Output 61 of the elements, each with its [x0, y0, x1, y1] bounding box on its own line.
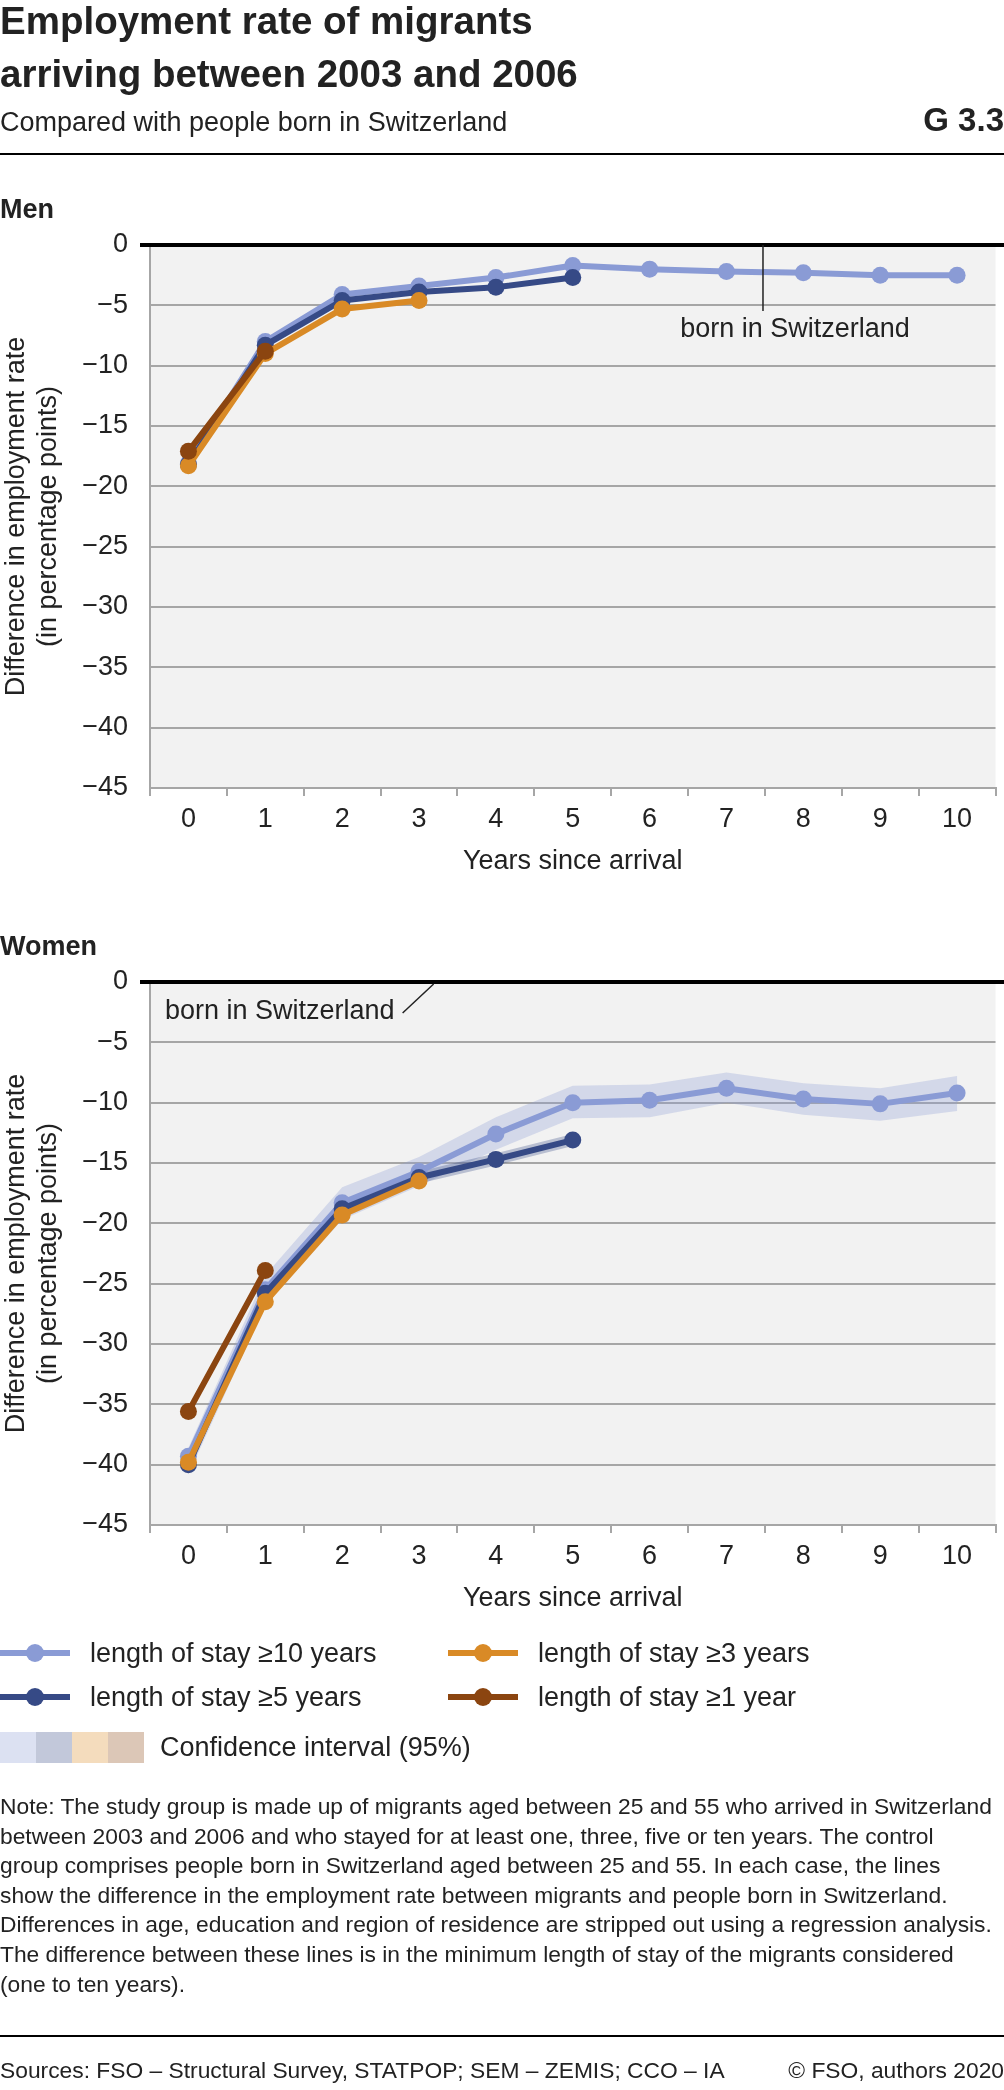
legend-label: length of stay ≥10 years	[90, 1638, 377, 1668]
x-tick-label: 10	[942, 1539, 973, 1570]
x-tick-label: 10	[942, 802, 973, 833]
x-tick-label: 4	[488, 802, 504, 833]
x-axis-title: Years since arrival	[462, 845, 683, 876]
text: Confidence interval (95%)	[160, 1732, 471, 1762]
text: Compared with people born in Switzerland	[0, 107, 508, 137]
ref-line-label: born in Switzerland	[680, 313, 910, 343]
y-tick-label: −30	[82, 1327, 128, 1358]
y-tick-label: −45	[82, 1508, 128, 1539]
x-tick-label: 5	[565, 1539, 581, 1570]
x-tick-label: 9	[872, 802, 888, 833]
x-tick-label: 6	[642, 802, 658, 833]
x-tick-label: 0	[180, 802, 196, 833]
y-tick-label: −15	[82, 1146, 128, 1177]
y-tick-label: −20	[82, 1206, 128, 1237]
x-tick-label: 6	[642, 1539, 658, 1570]
source-note: Sources: FSO – Structural Survey, STATPOP; SEM – ZEMIS; CCO – IA	[0, 2057, 725, 2084]
y-tick-label: −40	[82, 1448, 128, 1479]
x-tick-label: 0	[180, 1539, 196, 1570]
y-tick-label: −30	[82, 590, 128, 621]
x-tick-label: 3	[411, 1539, 427, 1570]
x-axis-title: Years since arrival	[462, 1582, 683, 1613]
y-tick-label: −10	[82, 1086, 128, 1117]
text: Employment rate of migrants arriving between 2003 and 2006	[0, 0, 578, 95]
y-tick-label: 0	[112, 965, 128, 996]
x-tick-label: 4	[488, 1539, 504, 1570]
x-tick-label: 5	[565, 802, 581, 833]
x-tick-label: 3	[411, 802, 427, 833]
chart-title: Men	[0, 194, 54, 224]
y-tick-label: −10	[82, 349, 128, 380]
legend-label: length of stay ≥5 years	[90, 1682, 362, 1712]
x-tick-label: 9	[872, 1539, 888, 1570]
y-tick-label: 0	[112, 228, 128, 259]
y-tick-label: −25	[82, 1267, 128, 1298]
y-tick-label: −35	[82, 1387, 128, 1418]
ref-line-label: born in Switzerland	[165, 995, 395, 1026]
text: © FSO, authors 2020	[788, 2057, 1004, 2084]
legend-label: length of stay ≥1 year	[538, 1682, 796, 1712]
x-tick-label: 8	[795, 1539, 811, 1570]
y-tick-label: −5	[97, 1025, 128, 1056]
x-tick-label: 2	[334, 1539, 350, 1570]
y-axis-title: Difference in employment rate (in percentage points)	[0, 1073, 63, 1434]
y-tick-label: −20	[82, 469, 128, 500]
y-tick-label: −35	[82, 650, 128, 681]
x-tick-label: 1	[257, 802, 273, 833]
y-tick-label: −40	[82, 711, 128, 742]
x-tick-label: 2	[334, 802, 350, 833]
x-tick-label: 8	[795, 802, 811, 833]
chart-title: Women	[0, 931, 98, 961]
text: Note: The study group is made up of migrants aged between 25 and 55 who arrived in Switzerland between 2003 and 2006 and who stayed for at least one, three, five or ten years. The control group comprises people born in Switzerland aged between 25 and 55. In each case, the lines show the difference in the employment rate between migrants and people born in Switzerland. Differences in age, education and region of residence are stripped out using a regression analysis. The difference between these lines is in the minimum length of stay of the migrants considered (one to ten years).	[0, 1793, 992, 1997]
y-tick-label: −15	[82, 409, 128, 440]
y-axis-title: Difference in employment rate (in percentage points)	[0, 336, 63, 697]
text: G 3.3	[923, 101, 1004, 138]
x-tick-label: 7	[718, 802, 734, 833]
x-tick-label: 7	[718, 1539, 734, 1570]
x-tick-label: 1	[257, 1539, 273, 1570]
y-tick-label: −45	[82, 771, 128, 802]
legend-label: length of stay ≥3 years	[538, 1638, 810, 1668]
y-tick-label: −5	[97, 288, 128, 319]
y-tick-label: −25	[82, 530, 128, 561]
